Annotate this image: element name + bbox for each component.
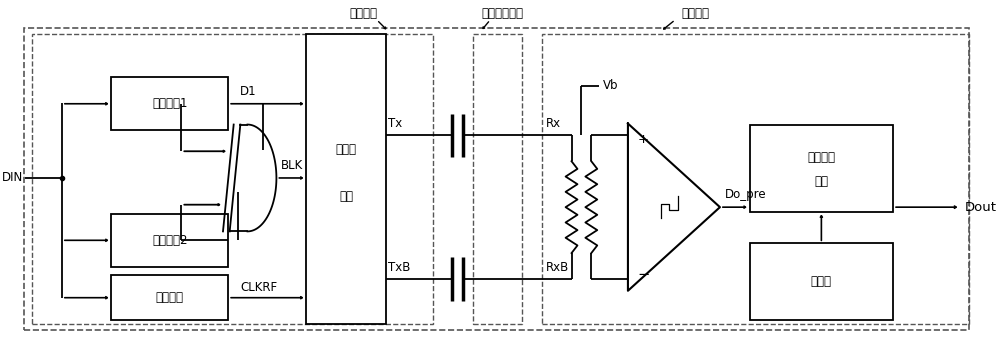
Text: 差分调: 差分调 bbox=[335, 144, 356, 156]
Text: Do_pre: Do_pre bbox=[725, 188, 767, 201]
Bar bbox=[542, 34, 969, 324]
Text: 解调电路: 解调电路 bbox=[681, 7, 709, 20]
Text: DIN: DIN bbox=[2, 172, 23, 184]
Text: 看门狗: 看门狗 bbox=[811, 275, 832, 288]
Text: +: + bbox=[638, 133, 649, 146]
Text: 电路: 电路 bbox=[814, 175, 828, 188]
Text: 延时电路1: 延时电路1 bbox=[152, 97, 188, 110]
Text: Vb: Vb bbox=[603, 79, 619, 92]
Text: Tx: Tx bbox=[388, 118, 403, 131]
Bar bbox=[111, 275, 228, 321]
Text: 刷新电路: 刷新电路 bbox=[156, 291, 184, 304]
Text: 毛刺消除: 毛刺消除 bbox=[807, 151, 835, 164]
Text: 调制电路: 调制电路 bbox=[350, 7, 378, 20]
Text: D1: D1 bbox=[240, 85, 257, 98]
Text: RxB: RxB bbox=[546, 261, 569, 274]
Text: −: − bbox=[638, 267, 650, 282]
Bar bbox=[306, 34, 386, 324]
Text: Rx: Rx bbox=[546, 118, 561, 131]
Bar bbox=[32, 34, 433, 324]
Text: 差分高压电容: 差分高压电容 bbox=[481, 7, 523, 20]
Bar bbox=[24, 28, 969, 330]
Text: 制器: 制器 bbox=[339, 190, 353, 203]
Bar bbox=[750, 243, 893, 321]
Bar bbox=[473, 34, 522, 324]
Text: CLKRF: CLKRF bbox=[240, 281, 277, 294]
Text: TxB: TxB bbox=[388, 261, 411, 274]
Text: BLK: BLK bbox=[281, 159, 304, 172]
Bar bbox=[750, 125, 893, 212]
Bar bbox=[111, 214, 228, 267]
Bar bbox=[111, 77, 228, 131]
Text: Dout: Dout bbox=[964, 201, 996, 214]
Text: 延时电路2: 延时电路2 bbox=[152, 234, 188, 247]
